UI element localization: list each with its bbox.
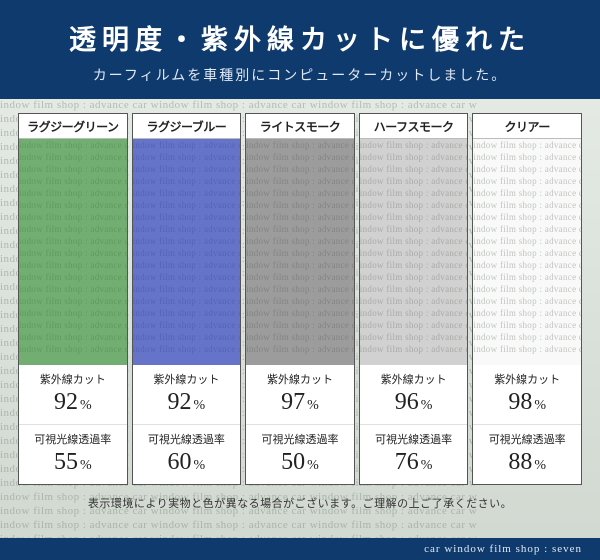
light-trans-label: 可視光線透過率 [137,431,237,447]
uv-cut-value: 97% [250,389,350,416]
light-trans-value: 76% [364,449,464,476]
uv-cut-value: 96% [364,389,464,416]
light-trans-value: 50% [250,449,350,476]
light-trans-stat: 可視光線透過率 50% [246,424,354,484]
film-card: ラグジーブルーindow film shop : advance car win… [132,113,242,485]
uv-cut-label: 紫外線カット [23,371,123,387]
uv-cut-label: 紫外線カット [364,371,464,387]
light-trans-value: 55% [23,449,123,476]
footer-branding: car window film shop : seven [0,538,600,560]
light-trans-label: 可視光線透過率 [477,431,577,447]
light-trans-stat: 可視光線透過率 55% [19,424,127,484]
uv-cut-label: 紫外線カット [250,371,350,387]
film-name: ラグジーブルー [133,114,241,139]
light-trans-stat: 可視光線透過率 60% [133,424,241,484]
film-card: ハーフスモークindow film shop : advance car win… [359,113,469,485]
uv-cut-label: 紫外線カット [137,371,237,387]
film-name: ラグジーグリーン [19,114,127,139]
film-color-swatch: indow film shop : advance car window fil… [133,139,241,365]
disclaimer-text: 表示環境により実物と色が異なる場合がございます。ご理解の上ご了承ください。 [0,495,600,511]
light-trans-label: 可視光線透過率 [250,431,350,447]
film-card: クリアーindow film shop : advance car window… [472,113,582,485]
uv-cut-stat: 紫外線カット 98% [473,365,581,424]
film-name: ハーフスモーク [360,114,468,139]
light-trans-value: 88% [477,449,577,476]
film-color-swatch: indow film shop : advance car window fil… [246,139,354,365]
film-card: ライトスモークindow film shop : advance car win… [245,113,355,485]
uv-cut-stat: 紫外線カット 92% [133,365,241,424]
uv-cut-label: 紫外線カット [477,371,577,387]
uv-cut-stat: 紫外線カット 97% [246,365,354,424]
uv-cut-value: 92% [23,389,123,416]
header-subtitle: カーフィルムを車種別にコンピューターカットしました。 [8,65,592,85]
uv-cut-value: 92% [137,389,237,416]
film-color-swatch: indow film shop : advance car window fil… [19,139,127,365]
light-trans-label: 可視光線透過率 [364,431,464,447]
film-color-swatch: indow film shop : advance car window fil… [473,139,581,365]
film-swatch-grid: ラグジーグリーンindow film shop : advance car wi… [18,113,582,485]
light-trans-stat: 可視光線透過率 88% [473,424,581,484]
header-title: 透明度・紫外線カットに優れた [8,18,592,57]
light-trans-label: 可視光線透過率 [23,431,123,447]
header-banner: 透明度・紫外線カットに優れた カーフィルムを車種別にコンピューターカットしました… [0,0,600,99]
film-card: ラグジーグリーンindow film shop : advance car wi… [18,113,128,485]
uv-cut-stat: 紫外線カット 92% [19,365,127,424]
uv-cut-stat: 紫外線カット 96% [360,365,468,424]
uv-cut-value: 98% [477,389,577,416]
light-trans-value: 60% [137,449,237,476]
film-name: ライトスモーク [246,114,354,139]
film-name: クリアー [473,114,581,139]
light-trans-stat: 可視光線透過率 76% [360,424,468,484]
film-color-swatch: indow film shop : advance car window fil… [360,139,468,365]
